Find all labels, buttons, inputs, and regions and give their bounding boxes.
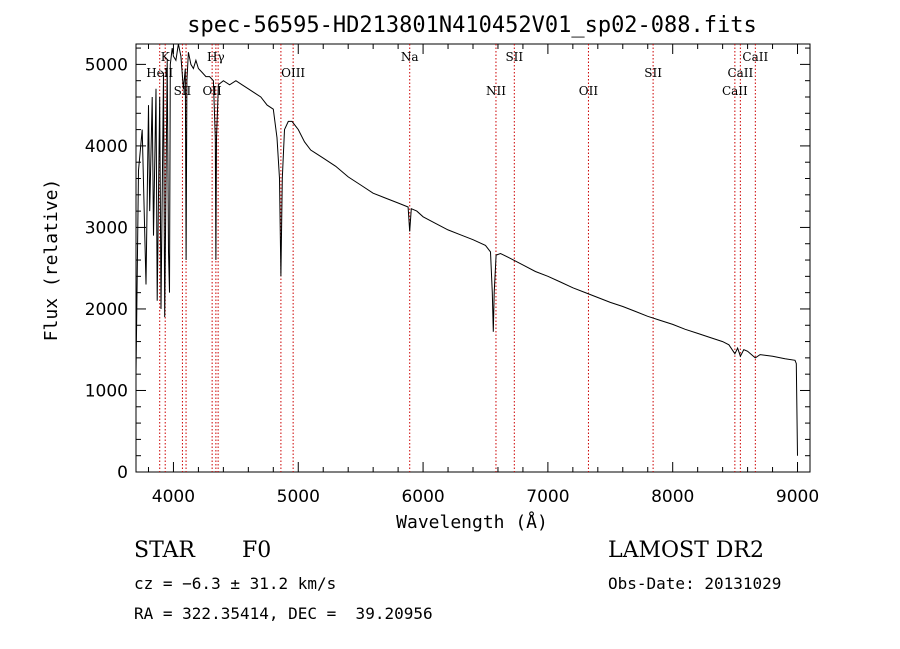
- line-marker-label: CaII: [727, 66, 753, 80]
- y-tick-label: 5000: [85, 55, 128, 75]
- line-marker-label: SII: [174, 84, 192, 98]
- x-tick-label: 4000: [152, 487, 195, 507]
- line-markers: [159, 44, 756, 472]
- coordinates-text: RA = 322.35414, DEC = 39.20956: [134, 604, 433, 623]
- survey-name: LAMOST DR2: [608, 538, 764, 563]
- obs-date: Obs-Date: 20131029: [608, 574, 782, 593]
- line-marker-label: CaII: [742, 50, 768, 64]
- line-marker-label: K: [161, 50, 171, 64]
- x-tick-label: 7000: [526, 487, 569, 507]
- y-tick-label: 4000: [85, 137, 128, 157]
- plot-frame: [135, 43, 811, 473]
- y-tick-label: 3000: [85, 218, 128, 238]
- line-marker-label: CaII: [722, 84, 748, 98]
- object-subclass: F0: [242, 538, 272, 563]
- x-axis: 4000 5000 6000 7000 8000 9000: [147, 44, 819, 507]
- redshift-text: cz = −6.3 ± 31.2 km/s: [134, 574, 337, 593]
- x-tick-label: 5000: [277, 487, 320, 507]
- line-marker-label: Na: [401, 50, 419, 64]
- y-tick-label: 2000: [85, 300, 128, 320]
- line-marker-label: NII: [486, 84, 506, 98]
- line-marker-label: SII: [505, 50, 523, 64]
- line-marker-label: OII: [579, 84, 599, 98]
- spectrum-line: [135, 43, 798, 456]
- x-tick-label: 8000: [651, 487, 694, 507]
- y-tick-label: 1000: [85, 381, 128, 401]
- line-marker-label: SII: [644, 66, 662, 80]
- line-marker-label: OIII: [281, 66, 305, 80]
- chart-title: spec-56595-HD213801N410452V01_sp02-088.f…: [187, 13, 757, 38]
- y-axis: 0 1000 2000 3000 4000 5000: [85, 47, 810, 483]
- object-class: STAR: [134, 538, 195, 563]
- line-marker-label: OII: [202, 84, 222, 98]
- line-marker-label: HeII: [146, 66, 173, 80]
- x-axis-label: Wavelength (Å): [396, 511, 548, 533]
- y-axis-label: Flux (relative): [41, 179, 62, 342]
- y-tick-label: 0: [117, 463, 128, 483]
- line-marker-label: Hγ: [207, 50, 225, 64]
- x-tick-label: 6000: [401, 487, 444, 507]
- x-tick-label: 9000: [776, 487, 819, 507]
